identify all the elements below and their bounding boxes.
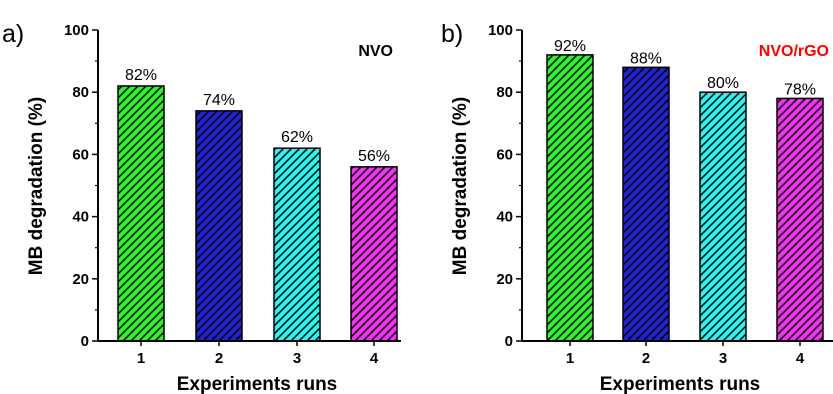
panel-b-y-tick-label: 0 xyxy=(505,333,513,350)
panel-b-y-tick-label: 100 xyxy=(488,22,513,39)
panel-a-y-tick-label: 100 xyxy=(64,22,89,39)
panel-a-bar-4 xyxy=(350,166,398,342)
panel-b-y-tick-label: 60 xyxy=(496,146,513,163)
panel-b-bar-1 xyxy=(546,54,594,342)
panel-a-letter: a) xyxy=(2,20,24,48)
panel-a-x-tick-label: 4 xyxy=(370,350,379,367)
panel-a-bar-value-label: 56% xyxy=(358,148,390,165)
panel-a-y-axis-title: MB degradation (%) xyxy=(26,97,47,275)
panel-a-y-tick-label: 80 xyxy=(72,84,89,101)
panel-b-letter: b) xyxy=(441,20,463,48)
panel-b-x-tick-label: 3 xyxy=(719,350,727,367)
panel-b-y-tick-label: 80 xyxy=(496,84,513,101)
panel-a-bar-3 xyxy=(273,147,321,342)
panel-b-x-tick-label: 2 xyxy=(642,350,650,367)
panel-a-x-tick-label: 2 xyxy=(215,350,223,367)
panel-a-x-tick-label: 3 xyxy=(293,350,301,367)
panel-a-y-tick-label: 60 xyxy=(72,146,89,163)
panel-b-bar-2 xyxy=(622,66,670,342)
panel-b-bar-value-label: 92% xyxy=(554,38,586,55)
panel-b-bar-value-label: 88% xyxy=(630,50,662,67)
panel-a-y-tick-label: 20 xyxy=(72,271,89,288)
panel-b: b) MB degradation (%) Experiments runs N… xyxy=(441,20,833,394)
panel-a-x-axis-title: Experiments runs xyxy=(177,374,338,394)
panel-b-bar-4 xyxy=(776,97,824,342)
panel-a-bar-value-label: 82% xyxy=(125,67,157,84)
panel-a-title: NVO xyxy=(358,43,393,60)
panel-a-bar-value-label: 74% xyxy=(203,92,235,109)
panel-b-bar-value-label: 78% xyxy=(784,81,816,98)
panel-a-bar-1 xyxy=(117,85,165,342)
panel-b-x-axis-title: Experiments runs xyxy=(600,374,761,394)
panel-b-y-tick-label: 20 xyxy=(496,271,513,288)
panel-b-x-tick-label: 4 xyxy=(796,350,805,367)
panel-b-bar-3 xyxy=(699,91,747,342)
panel-b-y-tick-label: 40 xyxy=(496,209,513,226)
panel-b-x-tick-label: 1 xyxy=(566,350,574,367)
panel-a-y-tick-label: 40 xyxy=(72,209,89,226)
panel-a-x-tick-label: 1 xyxy=(137,350,145,367)
panel-b-title: NVO/rGO xyxy=(759,43,829,60)
panel-b-y-axis-title: MB degradation (%) xyxy=(450,97,471,275)
panel-a-y-tick-label: 0 xyxy=(81,333,89,350)
panel-a-bar-2 xyxy=(195,110,243,342)
panel-a-bar-value-label: 62% xyxy=(281,129,313,146)
panel-b-bar-value-label: 80% xyxy=(707,75,739,92)
panel-a: a) MB degradation (%) Experiments runs N… xyxy=(2,20,401,394)
